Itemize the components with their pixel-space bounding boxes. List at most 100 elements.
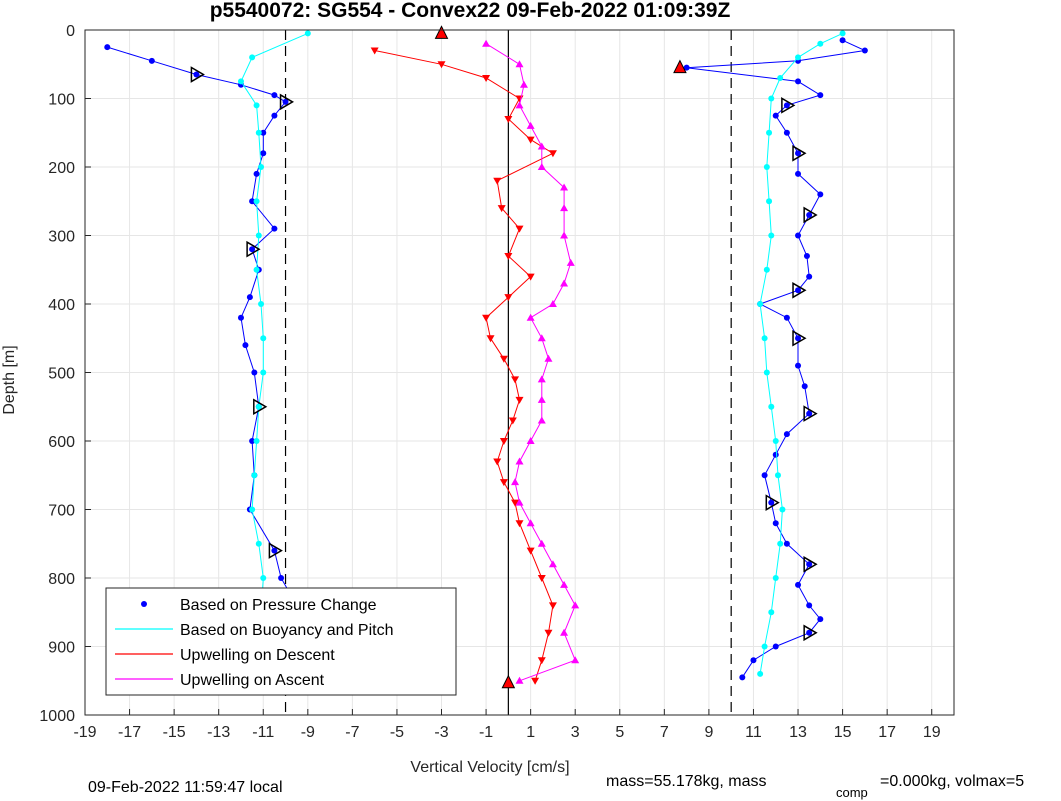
data-point: [255, 403, 262, 410]
x-tick-label: -15: [163, 724, 186, 741]
x-tick-label: -3: [434, 724, 448, 741]
endpoint-marker: [501, 674, 516, 689]
data-point: [249, 198, 256, 205]
data-point: [258, 301, 265, 307]
y-tick-label: 900: [48, 640, 75, 657]
data-point: [537, 334, 546, 342]
data-point: [766, 198, 773, 205]
data-point: [795, 581, 802, 588]
chart-title: p5540072: SG554 - Convex22 09-Feb-2022 0…: [210, 0, 731, 22]
legend-box: [105, 587, 457, 696]
data-point: [772, 112, 779, 119]
y-tick-label: 100: [48, 92, 75, 109]
data-point: [768, 499, 775, 506]
data-point: [515, 101, 524, 109]
data-point: [763, 266, 770, 273]
data-point: [560, 628, 569, 636]
data-point: [766, 129, 773, 136]
data-point: [258, 164, 265, 170]
turn-marker: [803, 405, 818, 422]
data-point: [251, 472, 258, 479]
turn-marker: [803, 206, 818, 224]
data-point: [806, 629, 813, 636]
data-point: [253, 438, 260, 444]
data-point: [861, 47, 868, 54]
data-point: [757, 301, 764, 307]
data-point: [482, 39, 491, 47]
data-point: [499, 438, 508, 445]
data-point: [519, 80, 528, 88]
data-point: [772, 451, 779, 458]
footer-mass-prefix: mass=55.178kg, mass: [606, 773, 767, 790]
series-2: [370, 47, 557, 685]
data-point: [515, 60, 524, 68]
data-point: [801, 383, 808, 390]
data-point: [806, 410, 813, 417]
turn-marker: [268, 542, 283, 559]
data-point: [515, 457, 524, 465]
series-line: [374, 50, 554, 681]
data-point: [768, 95, 775, 102]
data-point: [806, 273, 813, 280]
data-point: [560, 580, 569, 588]
turn-marker: [792, 144, 807, 162]
footer-mass-suffix: =0.000kg, volmax=5: [880, 773, 1024, 790]
data-point: [774, 472, 781, 479]
data-point: [515, 225, 524, 233]
x-tick-label: -19: [73, 724, 96, 741]
data-point: [497, 205, 506, 213]
turn-marker: [253, 398, 268, 416]
data-point: [817, 191, 824, 198]
data-point: [795, 78, 802, 85]
data-point: [768, 403, 775, 410]
data-point: [493, 177, 502, 185]
turn-marker: [803, 555, 818, 573]
data-point: [370, 47, 379, 55]
turn-marker: [765, 494, 780, 511]
data-point: [249, 246, 256, 253]
data-point: [783, 129, 790, 136]
x-tick-label: 5: [615, 724, 624, 741]
turn-marker: [190, 66, 205, 83]
data-point: [511, 478, 520, 486]
turn-marker: [803, 624, 818, 642]
y-tick-label: 800: [48, 571, 75, 588]
data-point: [772, 520, 779, 527]
data-point: [537, 416, 546, 424]
reference-lines: [284, 30, 732, 715]
x-tick-label: -17: [118, 724, 141, 741]
legend-label: Based on Buoyancy and Pitch: [180, 622, 393, 639]
data-point: [253, 198, 260, 205]
data-point: [237, 78, 244, 85]
data-point: [526, 547, 535, 555]
legend-items: Based on Pressure Change Based on Buoyanc…: [115, 597, 393, 689]
y-tick-label: 0: [66, 23, 75, 40]
data-point: [761, 335, 768, 342]
data-point: [537, 395, 546, 403]
data-point: [537, 539, 546, 547]
data-point: [526, 519, 535, 527]
legend-swatch: [141, 601, 147, 607]
data-point: [253, 170, 260, 177]
data-point: [193, 71, 200, 78]
data-point: [255, 540, 262, 547]
data-point: [271, 112, 278, 119]
data-point: [260, 150, 267, 157]
data-point: [486, 335, 495, 343]
x-tick-label: 19: [923, 724, 941, 741]
data-point: [806, 211, 813, 218]
x-tick-labels: -19 -17 -15 -13 -11 -9 -7 -5 -3 -1 1 3 5 7 9 11 13 15 17 19: [73, 709, 941, 741]
data-point: [795, 232, 802, 239]
data-point: [817, 40, 824, 47]
x-tick-label: -9: [301, 724, 315, 741]
endpoint-marker: [434, 25, 449, 39]
data-point: [761, 472, 768, 479]
data-point: [515, 498, 524, 506]
data-point: [260, 575, 267, 581]
data-point: [560, 231, 569, 239]
x-tick-label: 15: [834, 724, 852, 741]
data-point: [515, 520, 524, 528]
data-point: [544, 354, 553, 362]
y-tick-labels: 0 100 200 300 400 500 600 700 800 900 1000: [39, 23, 91, 725]
data-point: [571, 601, 580, 609]
